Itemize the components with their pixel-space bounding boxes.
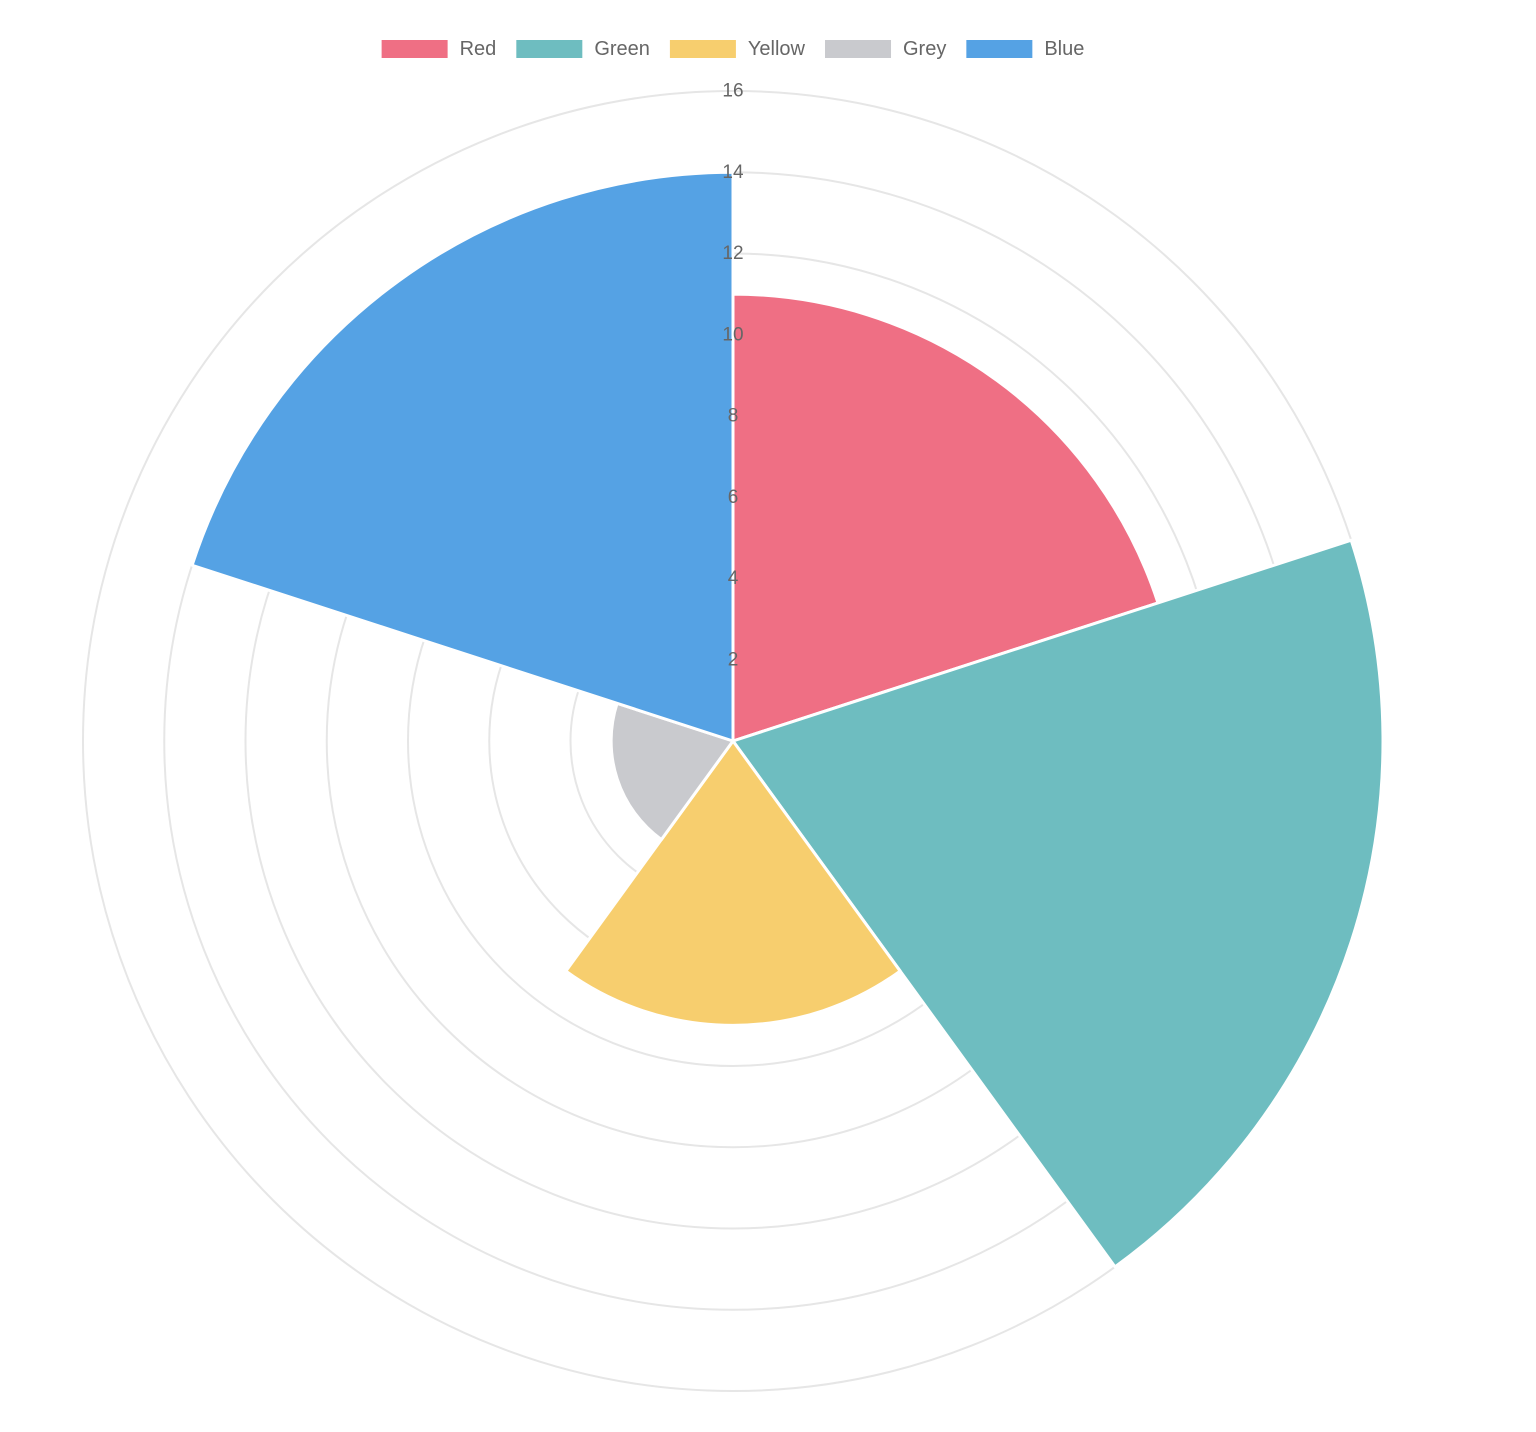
legend-item-green[interactable]: Green — [516, 38, 650, 60]
tick-label: 12 — [722, 243, 743, 264]
legend-item-yellow[interactable]: Yellow — [669, 38, 806, 60]
radial-tick-labels: 2 4 6 8 10 12 14 16 — [722, 81, 744, 671]
tick-label: 6 — [728, 487, 739, 508]
legend-label: Blue — [1044, 38, 1084, 60]
slice-green[interactable] — [731, 538, 1385, 1269]
legend-item-blue[interactable]: Blue — [966, 38, 1084, 60]
legend-label: Red — [460, 38, 497, 60]
tick-label: 2 — [728, 649, 739, 670]
slice-yellow[interactable] — [564, 739, 902, 1027]
tick-label: 4 — [728, 568, 739, 589]
legend-swatch — [381, 40, 448, 58]
slice-grey[interactable] — [609, 701, 735, 842]
legend-swatch — [966, 40, 1033, 58]
legend-swatch — [669, 40, 736, 58]
legend-label: Grey — [903, 38, 946, 60]
chart-legend: Red Green Yellow Grey Blue — [381, 38, 1084, 60]
slice-red[interactable] — [731, 292, 1160, 743]
slice-blue[interactable] — [190, 170, 735, 743]
tick-label: 16 — [722, 81, 743, 102]
legend-swatch — [825, 40, 892, 58]
legend-item-red[interactable]: Red — [381, 38, 497, 60]
tick-label: 14 — [722, 162, 744, 183]
chart-slices — [190, 170, 1385, 1269]
tick-label: 10 — [722, 324, 743, 345]
legend-swatch — [516, 40, 583, 58]
legend-item-grey[interactable]: Grey — [825, 38, 946, 60]
legend-label: Green — [594, 38, 650, 60]
tick-label: 8 — [728, 406, 739, 427]
legend-label: Yellow — [748, 38, 806, 60]
